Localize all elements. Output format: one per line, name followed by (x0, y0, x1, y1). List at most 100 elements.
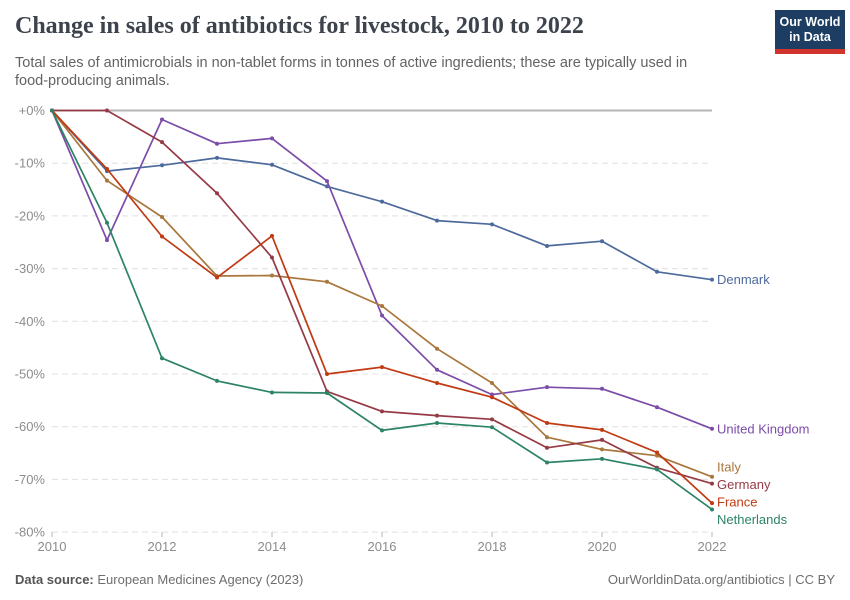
x-axis-label: 2016 (368, 539, 397, 554)
series-point (600, 427, 604, 432)
series-point (490, 395, 494, 400)
series-point (545, 460, 549, 465)
series-point (710, 474, 714, 479)
footer-link[interactable]: OurWorldinData.org/antibiotics | CC BY (607, 572, 835, 587)
series-point (105, 238, 109, 243)
x-axis-label: 2014 (258, 539, 287, 554)
series-label-france[interactable]: France (717, 494, 757, 509)
series-point (325, 279, 329, 284)
series-point (215, 275, 219, 280)
series-point (655, 269, 659, 274)
series-point (215, 378, 219, 383)
series-point (105, 220, 109, 225)
series-label-italy[interactable]: Italy (717, 459, 741, 474)
series-line-italy[interactable] (51, 109, 713, 478)
logo-line-1: Our World (779, 14, 841, 29)
series-label-netherlands[interactable]: Netherlands (717, 512, 788, 527)
series-point (160, 163, 164, 168)
series-point (435, 367, 439, 372)
owid-logo[interactable]: Our World in Data (775, 10, 845, 54)
series-point (600, 447, 604, 452)
series-point (600, 386, 604, 391)
series-point (435, 380, 439, 385)
data-source-text: European Medicines Agency (2023) (97, 572, 304, 587)
chart-footer: Data source: European Medicines Agency (… (15, 572, 835, 587)
series-point (545, 435, 549, 440)
series-point (325, 372, 329, 376)
series-point (545, 445, 549, 450)
series-label-germany[interactable]: Germany (717, 477, 771, 492)
x-axis-label: 2010 (38, 539, 67, 554)
series-point (215, 155, 219, 160)
y-axis-label: -40% (15, 314, 46, 329)
series-point (380, 428, 384, 433)
series-point (600, 239, 604, 244)
series-point (710, 277, 714, 282)
page-title: Change in sales of antibiotics for lives… (15, 13, 584, 39)
series-point (105, 178, 109, 183)
y-axis-label: -50% (15, 367, 46, 382)
y-axis-label: -60% (15, 419, 46, 434)
series-point (710, 501, 714, 506)
x-axis-label: 2022 (698, 539, 727, 554)
series-point (380, 365, 384, 370)
y-axis-label: -80% (15, 525, 46, 540)
series-label-denmark[interactable]: Denmark (717, 272, 770, 287)
series-point (105, 166, 109, 171)
data-source: Data source: European Medicines Agency (… (15, 572, 303, 587)
y-axis-label: -20% (15, 208, 46, 223)
y-axis-label: -30% (15, 261, 46, 276)
y-axis-label: -70% (15, 472, 46, 487)
series-line-united-kingdom[interactable] (51, 110, 713, 430)
series-point (380, 313, 384, 318)
series-point (380, 409, 384, 414)
series-point (490, 380, 494, 385)
series-point (270, 233, 274, 238)
series-point (600, 456, 604, 461)
chart-subtitle: Total sales of antimicrobials in non-tab… (15, 55, 688, 90)
series-point (50, 108, 54, 113)
series-point (215, 191, 219, 196)
series-point (160, 117, 164, 122)
series-point (710, 507, 714, 512)
chart-area: +0% -10% -20% -30% -40% -50% -60% -70% -80% 2010 2… (0, 95, 850, 565)
x-axis-label: 2018 (478, 539, 507, 554)
x-axis-label: 2012 (148, 539, 177, 554)
series-point (160, 140, 164, 145)
series-point (270, 273, 274, 278)
y-axis-label: +0% (19, 103, 46, 118)
series-point (380, 199, 384, 204)
series-point (325, 390, 329, 395)
series-line-netherlands[interactable] (51, 110, 713, 511)
series-point (160, 356, 164, 361)
series-point (545, 385, 549, 390)
series-point (435, 218, 439, 223)
series-point (490, 222, 494, 227)
series-point (490, 425, 494, 430)
series-point (710, 481, 714, 486)
series-label-united-kingdom[interactable]: United Kingdom (717, 421, 810, 436)
series-point (600, 437, 604, 442)
series-point (270, 136, 274, 141)
x-axis-label: 2020 (588, 539, 617, 554)
series-point (490, 417, 494, 422)
series-point (545, 421, 549, 426)
series-point (435, 421, 439, 426)
series-point (655, 453, 659, 458)
series-point (435, 413, 439, 418)
series-point (380, 304, 384, 309)
series-point (325, 179, 329, 184)
series-point (270, 255, 274, 260)
series-point (545, 243, 549, 248)
series-point (160, 214, 164, 219)
series-point (105, 108, 109, 113)
series-point (655, 405, 659, 410)
line-chart: +0% -10% -20% -30% -40% -50% -60% -70% -80%2010 2… (15, 103, 810, 554)
series-point (435, 346, 439, 351)
logo-line-2: in Data (789, 29, 831, 44)
series-point (655, 467, 659, 472)
data-source-label: Data source: (15, 572, 94, 587)
series-point (270, 390, 274, 395)
series-point (270, 162, 274, 167)
